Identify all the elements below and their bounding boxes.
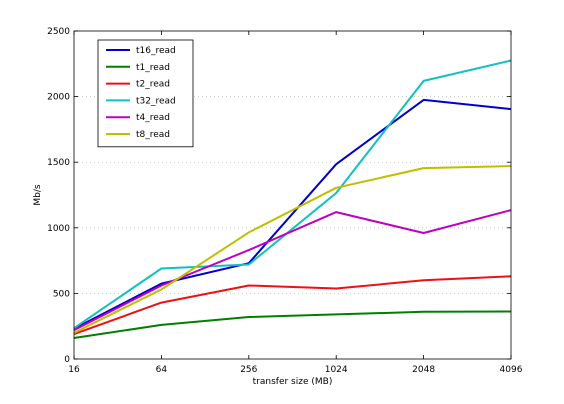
legend-label: t8_read	[136, 130, 170, 140]
series-line-t1-read	[73, 310, 512, 339]
legend-label: t1_read	[136, 63, 170, 73]
series-line-t4-read	[73, 209, 512, 331]
y-tick-label: 1500	[47, 158, 70, 168]
series-line-t2-read	[73, 275, 512, 336]
y-tick-label: 2500	[47, 27, 70, 37]
y-tick-label: 1000	[47, 224, 70, 234]
x-tick-label: 1024	[325, 365, 348, 375]
x-tick-label: 16	[68, 365, 80, 375]
legend-box	[97, 39, 194, 148]
legend-label: t2_read	[136, 80, 170, 90]
legend-label: t32_read	[136, 96, 176, 106]
legend-label: t4_read	[136, 113, 170, 123]
x-tick-label: 256	[240, 365, 257, 375]
x-axis-ticks: 16 64 256 1024 2048 4096	[68, 31, 523, 375]
x-tick-label: 64	[156, 365, 168, 375]
plot-frame	[73, 30, 512, 360]
series-line-t16-read	[73, 98, 512, 330]
series-line-t8-read	[73, 165, 512, 334]
y-axis-ticks: 0 500 1000 1500 2000 2500	[47, 27, 511, 365]
x-tick-label: 2048	[412, 365, 435, 375]
y-tick-label: 2000	[47, 93, 70, 103]
y-tick-label: 500	[53, 289, 70, 299]
x-axis-title: transfer size (MB)	[253, 377, 333, 387]
y-tick-label: 0	[64, 355, 70, 365]
series-layer	[73, 59, 512, 339]
series-line-t32-read	[73, 59, 512, 330]
legend-label: t16_read	[136, 46, 176, 56]
y-axis-title: Mb/s	[33, 184, 43, 206]
legend: t16_read t1_read t2_read t32_read t4_read t8_…	[97, 39, 194, 148]
x-tick-label: 4096	[500, 365, 523, 375]
